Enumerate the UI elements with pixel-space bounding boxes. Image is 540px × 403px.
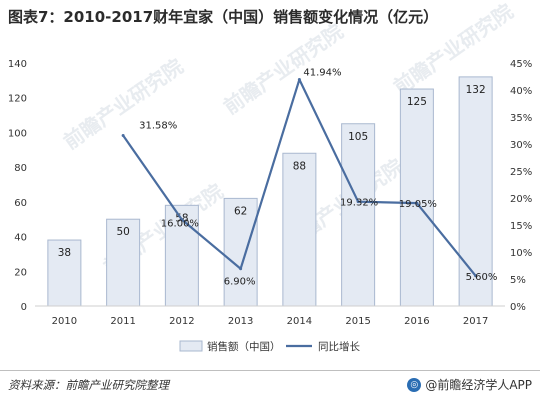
growth-value-label: 41.94% — [303, 68, 341, 79]
chart-title: 图表7：2010-2017财年宜家（中国）销售额变化情况（亿元） — [8, 8, 439, 26]
y-right-tick-label: 40% — [510, 86, 532, 97]
bar-value-label: 105 — [348, 131, 368, 143]
x-tick-label: 2010 — [52, 316, 77, 327]
x-tick-label: 2015 — [345, 316, 370, 327]
growth-point — [474, 274, 478, 278]
bar-value-label: 38 — [58, 247, 71, 259]
x-tick-label: 2014 — [287, 316, 312, 327]
bar-value-label: 125 — [407, 96, 427, 108]
bar-value-label: 132 — [466, 84, 486, 96]
y-left-tick-label: 120 — [8, 94, 27, 105]
brand-text: @前瞻经济学人APP — [425, 378, 532, 392]
y-right-tick-label: 5% — [510, 275, 526, 286]
brand-credit: ◎ @前瞻经济学人APP — [407, 376, 532, 393]
bar — [164, 204, 199, 307]
growth-point — [415, 201, 419, 205]
bar — [399, 88, 434, 307]
x-tick-label: 2013 — [228, 316, 253, 327]
x-tick-label: 2017 — [463, 316, 488, 327]
bar-value-label: 50 — [116, 226, 129, 238]
y-left-tick-label: 0 — [21, 302, 27, 313]
bar — [47, 239, 82, 307]
y-left-tick-label: 60 — [14, 198, 27, 209]
x-tick-label: 2012 — [169, 316, 194, 327]
bar — [282, 152, 317, 307]
watermark-text: 前瞻产业研究院 — [59, 54, 187, 154]
y-right-tick-label: 10% — [510, 248, 532, 259]
y-left-tick-label: 140 — [8, 59, 27, 70]
growth-value-label: 6.90% — [224, 277, 256, 288]
growth-point — [297, 78, 301, 82]
growth-value-label: 31.58% — [139, 120, 177, 131]
y-right-tick-label: 35% — [510, 113, 532, 124]
y-right-tick-label: 25% — [510, 167, 532, 178]
growth-point — [239, 267, 243, 271]
x-tick-label: 2016 — [404, 316, 429, 327]
y-right-tick-label: 0% — [510, 302, 526, 313]
growth-value-label: 19.05% — [399, 199, 437, 210]
watermark-text: 前瞻产业研究院 — [389, 0, 517, 99]
growth-point — [121, 133, 125, 137]
source-note: 资料来源：前瞻产业研究院整理 — [8, 378, 169, 392]
bar — [341, 123, 376, 307]
brand-logo-icon: ◎ — [407, 377, 422, 392]
growth-value-label: 19.32% — [340, 198, 378, 209]
y-right-tick-label: 15% — [510, 221, 532, 232]
bar-value-label: 62 — [234, 205, 247, 217]
legend-bar-swatch — [179, 340, 203, 352]
y-left-tick-label: 40 — [14, 233, 27, 244]
y-left-tick-label: 80 — [14, 163, 27, 174]
growth-point — [356, 200, 360, 204]
y-left-tick-label: 100 — [8, 128, 27, 139]
x-tick-label: 2011 — [110, 316, 135, 327]
growth-point — [180, 218, 184, 222]
y-right-tick-label: 45% — [510, 59, 532, 70]
growth-value-label: 5.60% — [466, 272, 498, 283]
footer-divider — [0, 370, 540, 371]
bar — [106, 218, 141, 307]
bar — [223, 197, 258, 307]
bar — [458, 76, 493, 307]
growth-value-label: 16.00% — [161, 219, 199, 230]
y-right-tick-label: 20% — [510, 194, 532, 205]
legend-line-label: 同比增长 — [318, 340, 360, 353]
legend-bar-label: 销售额（中国） — [207, 340, 281, 353]
bar-value-label: 88 — [293, 160, 306, 172]
y-right-tick-label: 30% — [510, 140, 532, 151]
y-left-tick-label: 20 — [14, 267, 27, 278]
